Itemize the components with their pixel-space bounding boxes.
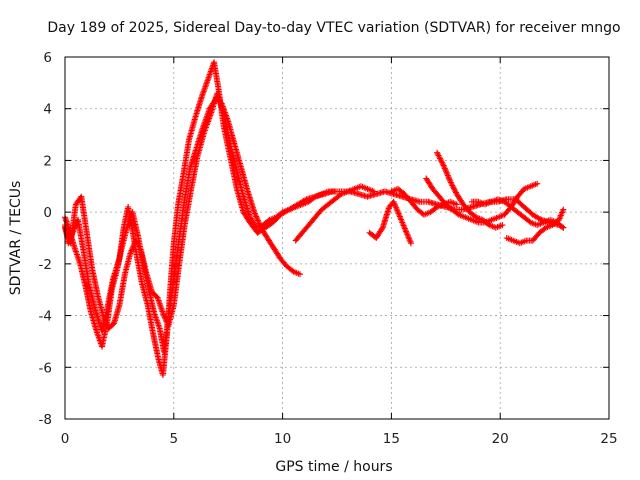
x-axis-label: GPS time / hours: [275, 459, 392, 475]
x-tick-label: 25: [600, 431, 617, 447]
series-track-3: [62, 90, 338, 332]
y-axis-label: SDTVAR / TECUs: [8, 181, 24, 296]
x-tick-label: 15: [383, 431, 400, 447]
y-tick-label: -8: [39, 412, 52, 428]
y-tick-label: 0: [43, 205, 52, 221]
x-tick-labels: 0 5 10 15 20 25: [61, 431, 618, 447]
series-track-8: [434, 149, 506, 231]
y-tick-label: -4: [39, 309, 52, 325]
y-tick-label: 6: [43, 50, 52, 66]
y-tick-label: -2: [39, 257, 52, 273]
series-markers: [366, 198, 414, 247]
series-markers: [62, 90, 338, 332]
series-markers: [468, 196, 567, 231]
x-tick-label: 0: [61, 431, 70, 447]
x-tick-label: 10: [274, 431, 291, 447]
series-track-10: [468, 196, 567, 231]
y-tick-label: -6: [39, 360, 52, 376]
series-track-6: [388, 185, 460, 218]
plot-frame: [64, 56, 610, 420]
y-tick-label: 2: [43, 153, 52, 169]
x-tick-label: 20: [492, 431, 509, 447]
series-markers: [292, 183, 377, 244]
series-markers: [434, 149, 506, 231]
data-series: [62, 59, 567, 378]
y-tick-labels: -8 -6 -4 -2 0 2 4 6: [39, 50, 52, 428]
series-markers: [388, 185, 460, 218]
x-tick-label: 5: [170, 431, 179, 447]
y-tick-label: 4: [43, 102, 52, 118]
chart-title: Day 189 of 2025, Sidereal Day-to-day VTE…: [47, 20, 620, 36]
series-track-5: [366, 198, 414, 247]
series-track-4: [292, 183, 377, 244]
